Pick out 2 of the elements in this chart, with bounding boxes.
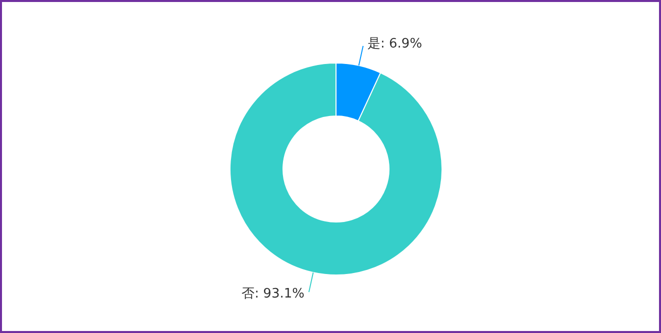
slice-label: 是: 6.9% <box>368 36 422 52</box>
slice-label: 否: 93.1% <box>242 286 304 302</box>
